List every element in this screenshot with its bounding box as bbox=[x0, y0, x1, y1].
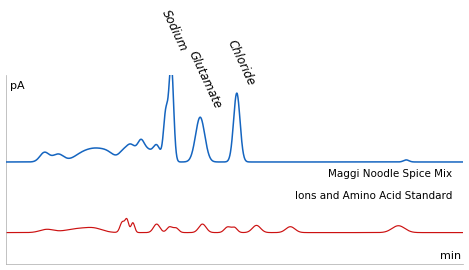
Text: min: min bbox=[440, 251, 461, 261]
Text: pA: pA bbox=[10, 81, 25, 91]
Text: Sodium: Sodium bbox=[159, 8, 190, 53]
Text: Chloride: Chloride bbox=[225, 38, 257, 88]
Text: Maggi Noodle Spice Mix: Maggi Noodle Spice Mix bbox=[328, 168, 452, 178]
Text: Ions and Amino Acid Standard: Ions and Amino Acid Standard bbox=[295, 191, 452, 201]
Text: Glutamate: Glutamate bbox=[186, 48, 224, 110]
